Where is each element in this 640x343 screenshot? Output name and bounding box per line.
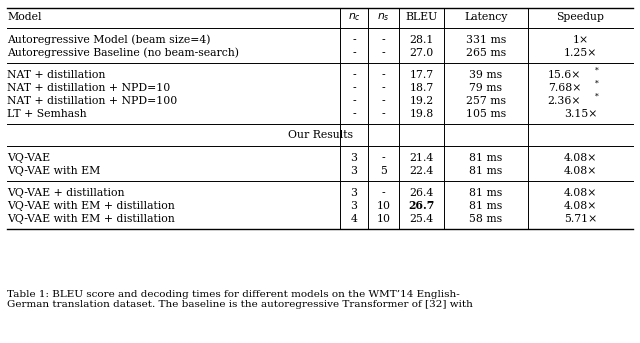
Text: 3: 3 bbox=[351, 188, 358, 198]
Text: -: - bbox=[381, 153, 385, 163]
Text: LT + Semhash: LT + Semhash bbox=[7, 109, 86, 119]
Text: 27.0: 27.0 bbox=[410, 48, 434, 58]
Text: 257 ms: 257 ms bbox=[466, 96, 506, 106]
Text: *: * bbox=[595, 93, 598, 101]
Text: -: - bbox=[381, 70, 385, 80]
Text: 331 ms: 331 ms bbox=[466, 35, 506, 45]
Text: 28.1: 28.1 bbox=[410, 35, 434, 45]
Text: 81 ms: 81 ms bbox=[469, 201, 502, 211]
Text: 39 ms: 39 ms bbox=[469, 70, 502, 80]
Text: -: - bbox=[381, 109, 385, 119]
Text: 4.08×: 4.08× bbox=[564, 166, 597, 176]
Text: Model: Model bbox=[7, 12, 42, 22]
Text: -: - bbox=[381, 35, 385, 45]
Text: 21.4: 21.4 bbox=[410, 153, 434, 163]
Text: 10: 10 bbox=[376, 201, 390, 211]
Text: 4.08×: 4.08× bbox=[564, 201, 597, 211]
Text: 26.7: 26.7 bbox=[408, 201, 435, 212]
Text: VQ-VAE: VQ-VAE bbox=[7, 153, 50, 163]
Text: 19.8: 19.8 bbox=[410, 109, 434, 119]
Text: NAT + distillation + NPD=10: NAT + distillation + NPD=10 bbox=[7, 83, 170, 93]
Text: 1×: 1× bbox=[572, 35, 589, 45]
Text: -: - bbox=[352, 83, 356, 93]
Text: 17.7: 17.7 bbox=[410, 70, 433, 80]
Text: 22.4: 22.4 bbox=[410, 166, 434, 176]
Text: 4: 4 bbox=[351, 214, 357, 224]
Text: 5: 5 bbox=[380, 166, 387, 176]
Text: VQ-VAE with EM: VQ-VAE with EM bbox=[7, 166, 100, 176]
Text: 7.68×: 7.68× bbox=[548, 83, 581, 93]
Text: VQ-VAE + distillation: VQ-VAE + distillation bbox=[7, 188, 125, 198]
Text: 5.71×: 5.71× bbox=[564, 214, 597, 224]
Text: Table 1: BLEU score and decoding times for different models on the WMT’14 Englis: Table 1: BLEU score and decoding times f… bbox=[7, 290, 473, 309]
Text: 81 ms: 81 ms bbox=[469, 166, 502, 176]
Text: -: - bbox=[352, 35, 356, 45]
Text: $n_c$: $n_c$ bbox=[348, 11, 360, 23]
Text: *: * bbox=[595, 80, 598, 88]
Text: -: - bbox=[352, 70, 356, 80]
Text: 2.36×: 2.36× bbox=[548, 96, 581, 106]
Text: 58 ms: 58 ms bbox=[469, 214, 502, 224]
Text: -: - bbox=[352, 48, 356, 58]
Text: Our Results: Our Results bbox=[287, 130, 353, 140]
Text: 4.08×: 4.08× bbox=[564, 153, 597, 163]
Text: -: - bbox=[381, 96, 385, 106]
Text: 81 ms: 81 ms bbox=[469, 153, 502, 163]
Text: -: - bbox=[352, 96, 356, 106]
Text: 105 ms: 105 ms bbox=[466, 109, 506, 119]
Text: -: - bbox=[381, 83, 385, 93]
Text: 81 ms: 81 ms bbox=[469, 188, 502, 198]
Text: VQ-VAE with EM + distillation: VQ-VAE with EM + distillation bbox=[7, 214, 175, 224]
Text: 18.7: 18.7 bbox=[410, 83, 434, 93]
Text: 19.2: 19.2 bbox=[410, 96, 434, 106]
Text: 3.15×: 3.15× bbox=[564, 109, 597, 119]
Text: 4.08×: 4.08× bbox=[564, 188, 597, 198]
Text: Autoregressive Baseline (no beam-search): Autoregressive Baseline (no beam-search) bbox=[7, 48, 239, 58]
Text: $n_s$: $n_s$ bbox=[377, 11, 390, 23]
Text: Speedup: Speedup bbox=[557, 12, 605, 22]
Text: -: - bbox=[381, 48, 385, 58]
Text: Latency: Latency bbox=[464, 12, 508, 22]
Text: Autoregressive Model (beam size=4): Autoregressive Model (beam size=4) bbox=[7, 35, 211, 45]
Text: 10: 10 bbox=[376, 214, 390, 224]
Text: 15.6×: 15.6× bbox=[548, 70, 581, 80]
Text: NAT + distillation: NAT + distillation bbox=[7, 70, 106, 80]
Text: 3: 3 bbox=[351, 153, 358, 163]
Text: 79 ms: 79 ms bbox=[470, 83, 502, 93]
Text: 3: 3 bbox=[351, 166, 358, 176]
Text: 25.4: 25.4 bbox=[410, 214, 433, 224]
Text: 26.4: 26.4 bbox=[410, 188, 434, 198]
Text: -: - bbox=[381, 188, 385, 198]
Text: 265 ms: 265 ms bbox=[466, 48, 506, 58]
Text: 1.25×: 1.25× bbox=[564, 48, 597, 58]
Text: -: - bbox=[352, 109, 356, 119]
Text: *: * bbox=[595, 67, 598, 75]
Text: BLEU: BLEU bbox=[405, 12, 438, 22]
Text: 3: 3 bbox=[351, 201, 358, 211]
Text: NAT + distillation + NPD=100: NAT + distillation + NPD=100 bbox=[7, 96, 177, 106]
Text: VQ-VAE with EM + distillation: VQ-VAE with EM + distillation bbox=[7, 201, 175, 211]
